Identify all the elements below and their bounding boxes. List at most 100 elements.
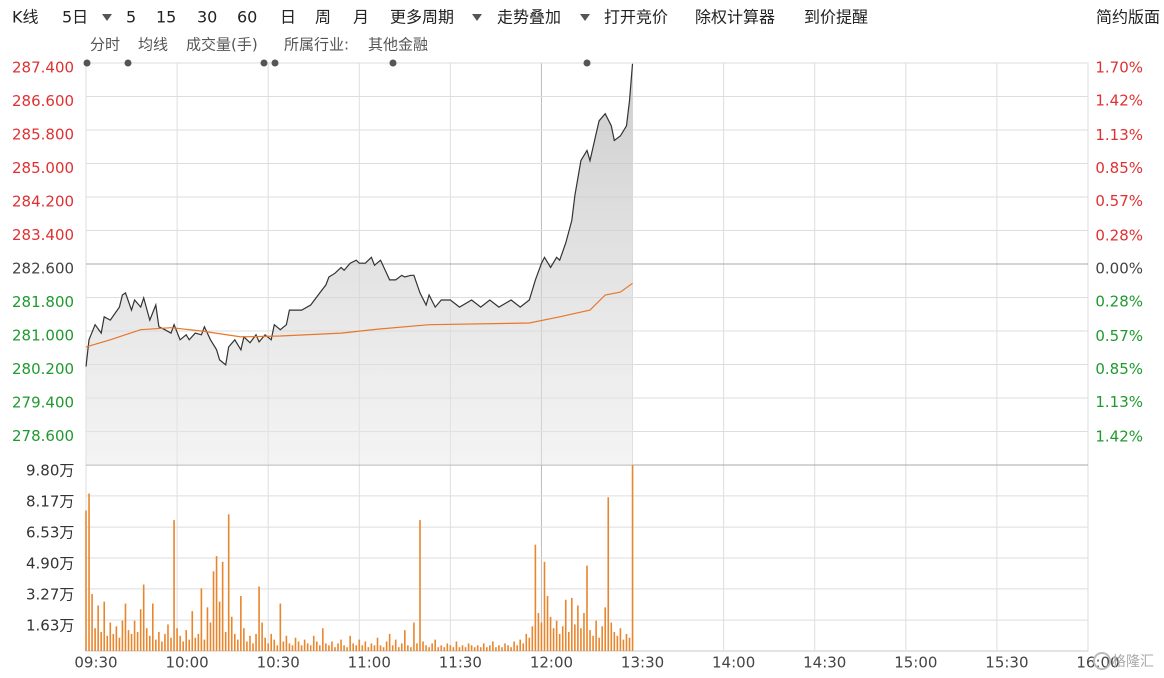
toolbar-item[interactable]: 5日 (62, 8, 88, 27)
volume-bar (370, 643, 373, 651)
volume-bar (479, 647, 482, 651)
volume-bar (452, 647, 455, 651)
toolbar-item[interactable]: 60 (237, 8, 257, 27)
toolbar-item[interactable]: 日 (280, 8, 296, 27)
dropdown-arrow[interactable] (580, 14, 590, 21)
dropdown-arrow[interactable] (102, 14, 112, 21)
x-tick-label: 10:00 (165, 654, 208, 672)
volume-bar (297, 641, 300, 651)
toolbar-item[interactable]: 更多周期 (390, 8, 454, 27)
volume-bar (437, 647, 440, 651)
volume-bar (376, 637, 379, 651)
volume-bar (507, 645, 509, 651)
industry[interactable]: 其他金融 (368, 36, 428, 54)
volume-bar (379, 645, 382, 651)
toolbar-item[interactable]: 月 (353, 8, 369, 27)
volume-bar (580, 628, 582, 651)
volume-bar (510, 647, 512, 651)
volume-bar (252, 643, 254, 651)
toolbar-item[interactable]: 到价提醒 (804, 8, 868, 27)
volume-bar (513, 641, 515, 651)
y2-tick-label: 1.13% (1095, 393, 1143, 411)
volume-bar (552, 628, 555, 651)
legend-entry[interactable]: 分时 (90, 36, 120, 54)
volume-bar (294, 637, 297, 651)
volume-bar (103, 601, 106, 651)
event-markers[interactable] (83, 59, 591, 67)
y-tick-label: 278.600 (12, 427, 74, 445)
volume-bar (482, 643, 485, 651)
volume-bar (291, 645, 294, 651)
y2-tick-label: 1.42% (1095, 92, 1143, 110)
volume-bar (589, 630, 591, 651)
volume-bar (458, 647, 461, 651)
volume-bar (249, 635, 251, 651)
price-area (86, 63, 633, 466)
volume-bar (625, 633, 628, 651)
volume-bar (449, 645, 452, 651)
y-tick-label: 8.17万 (26, 492, 74, 510)
volume-bar (397, 647, 400, 651)
industry-label: 所属行业: (284, 36, 349, 54)
toolbar: K线 5日 5 15 30 60 日周 月 更多周期 走势叠加 打开竞价 除权计算器 到价提醒 (12, 8, 868, 27)
x-tick-label: 12:00 (530, 654, 573, 672)
layout-toggle[interactable]: 简约版面 (1096, 8, 1160, 27)
volume-bar (130, 633, 133, 651)
volume-bar (413, 622, 415, 651)
dropdown-arrow[interactable] (472, 14, 482, 21)
volume-bar (176, 628, 178, 651)
toolbar-item[interactable]: 打开竞价 (604, 8, 668, 27)
volume-bar (170, 637, 172, 651)
volume-bar (501, 647, 503, 651)
volume-bar (206, 607, 209, 651)
y2-tick-label: 0.57% (1095, 192, 1143, 210)
volume-bar (167, 624, 169, 651)
volume-bar (279, 603, 282, 651)
toolbar-item[interactable]: 5 (126, 8, 136, 27)
volume-bar (200, 588, 203, 651)
toolbar-item[interactable]: 除权计算器 (695, 8, 775, 27)
toolbar-item[interactable]: K线 (12, 8, 39, 27)
toolbar-item[interactable]: 15 (156, 8, 176, 27)
volume-bar (382, 647, 385, 651)
volume-bar (224, 632, 227, 651)
toolbar-item[interactable]: 周 (315, 8, 331, 27)
volume-bar (516, 645, 518, 651)
volume-bar (349, 635, 351, 651)
volume-bar (519, 639, 521, 651)
y-tick-label: 285.000 (12, 159, 74, 177)
volume-bar (273, 639, 276, 651)
volume-bar (328, 645, 330, 651)
x-tick-label: 15:00 (894, 654, 937, 672)
volume-bar (233, 633, 236, 651)
toolbar-item[interactable]: 30 (197, 8, 217, 27)
volume-bar (385, 641, 388, 651)
volume-bar (358, 639, 361, 651)
y-tick-label: 285.800 (12, 126, 74, 144)
volume-bar (461, 645, 464, 651)
volume-bar (571, 597, 573, 651)
volume-bar (303, 639, 306, 651)
toolbar-item[interactable]: 走势叠加 (497, 8, 561, 27)
y2-tick-label: 0.00% (1095, 260, 1143, 278)
volume-bar (549, 616, 552, 651)
volume-bar (258, 586, 260, 651)
volume-bar (628, 637, 631, 651)
average-line (85, 282, 633, 348)
volume-bar (145, 628, 148, 651)
volume-bar (100, 632, 102, 651)
volume-bar (161, 641, 163, 651)
volume-bar (543, 561, 546, 651)
volume-bar (601, 626, 603, 651)
volume-bar (610, 622, 613, 651)
y-tick-label: 3.27万 (26, 585, 74, 603)
volume-bar (504, 643, 506, 651)
legend-entry[interactable]: 均线 (138, 36, 168, 54)
volume-bar (410, 647, 412, 651)
volume-bar (434, 639, 436, 651)
volume-bar (558, 633, 561, 651)
volume-bar (619, 628, 622, 651)
y2-tick-label: 1.42% (1095, 427, 1143, 445)
volume-bar (595, 620, 597, 651)
volume-bar (309, 645, 312, 651)
